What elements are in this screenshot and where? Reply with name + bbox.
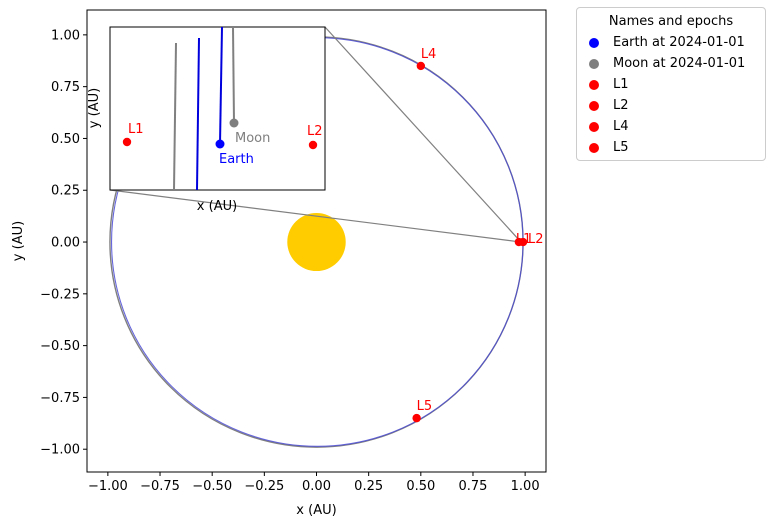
y-tick-label: 1.00: [51, 28, 80, 43]
y-tick-label: 0.75: [51, 80, 80, 95]
x-tick-label: −0.50: [192, 479, 232, 494]
inset-connector-bottom: [109, 189, 522, 243]
x-tick-label: 1.00: [511, 479, 540, 494]
y-axis-label: y (AU): [11, 221, 26, 261]
legend-marker-l1: [589, 79, 599, 90]
x-axis-label: x (AU): [296, 503, 336, 518]
point-l2: [518, 237, 528, 247]
inset-earth-label: Earth: [219, 152, 254, 167]
legend-entry-l2: L2: [577, 95, 765, 116]
inset-earth-path: [219, 26, 223, 145]
legend-marker-l5: [589, 142, 599, 153]
legend-title: Names and epochs: [608, 14, 734, 29]
inset-l2-point: [308, 140, 318, 150]
legend-entry-l4: L4: [577, 116, 765, 137]
y-tick-label: −0.25: [40, 287, 80, 302]
inset-l1-label: L1: [128, 122, 144, 137]
legend-entry-earth: Earth at 2024-01-01: [577, 32, 765, 53]
legend-marker-l2: [589, 100, 599, 111]
y-tick-label: 0.00: [51, 236, 80, 251]
legend-label-earth: Earth at 2024-01-01: [613, 35, 745, 50]
inset-moon-point: [229, 118, 239, 128]
inset-x-axis-label: x (AU): [197, 199, 237, 214]
inset-axes: Earth Moon L1 L2 x (AU) y (AU): [87, 26, 326, 214]
inset-connector-top: [324, 26, 522, 243]
main-axes: L1 L2 L4 L5 −1.00 −0.75 −0.50 −0.25 0.00 0.25 0.50…: [11, 9, 547, 518]
legend-marker-moon: [589, 58, 599, 69]
legend-label-l5: L5: [613, 140, 629, 155]
y-tick-label: −1.00: [40, 443, 80, 458]
legend-marker-earth: [589, 37, 599, 48]
x-tick-label: −0.25: [244, 479, 284, 494]
label-l4: L4: [421, 47, 437, 62]
inset-moon-track-left: [173, 42, 177, 191]
point-l4: [416, 61, 426, 71]
inset-l2-label: L2: [307, 124, 323, 139]
inset-l1-point: [122, 137, 132, 147]
legend-label-l2: L2: [613, 98, 629, 113]
point-l5: [412, 413, 421, 423]
inset-moon-label: Moon: [235, 131, 270, 146]
x-tick-label: −1.00: [88, 479, 128, 494]
x-tick-label: 0.50: [406, 479, 435, 494]
legend: Names and epochs Earth at 2024-01-01 Moo…: [576, 7, 766, 161]
inset-earth-track: [196, 37, 200, 191]
y-tick-label: −0.75: [40, 391, 80, 406]
legend-entry-l1: L1: [577, 74, 765, 95]
inset-earth-point: [215, 139, 225, 149]
legend-entry-moon: Moon at 2024-01-01: [577, 53, 765, 74]
y-tick-label: −0.50: [40, 339, 80, 354]
legend-entry-l5: L5: [577, 137, 765, 158]
label-l5: L5: [417, 399, 433, 414]
inset-frame: [109, 26, 326, 191]
label-l2: L2: [528, 232, 544, 247]
sun: [287, 213, 346, 272]
y-tick-label: 0.50: [51, 132, 80, 147]
x-tick-label: 0.00: [302, 479, 331, 494]
legend-label-l1: L1: [613, 77, 629, 92]
legend-label-moon: Moon at 2024-01-01: [613, 56, 746, 71]
inset-y-axis-label: y (AU): [87, 88, 102, 128]
legend-label-l4: L4: [613, 119, 629, 134]
y-tick-label: 0.25: [51, 184, 80, 199]
legend-marker-l4: [589, 121, 599, 132]
x-tick-label: 0.75: [459, 479, 488, 494]
x-tick-label: −0.75: [140, 479, 180, 494]
inset-moon-path: [232, 26, 235, 124]
x-tick-label: 0.25: [354, 479, 383, 494]
